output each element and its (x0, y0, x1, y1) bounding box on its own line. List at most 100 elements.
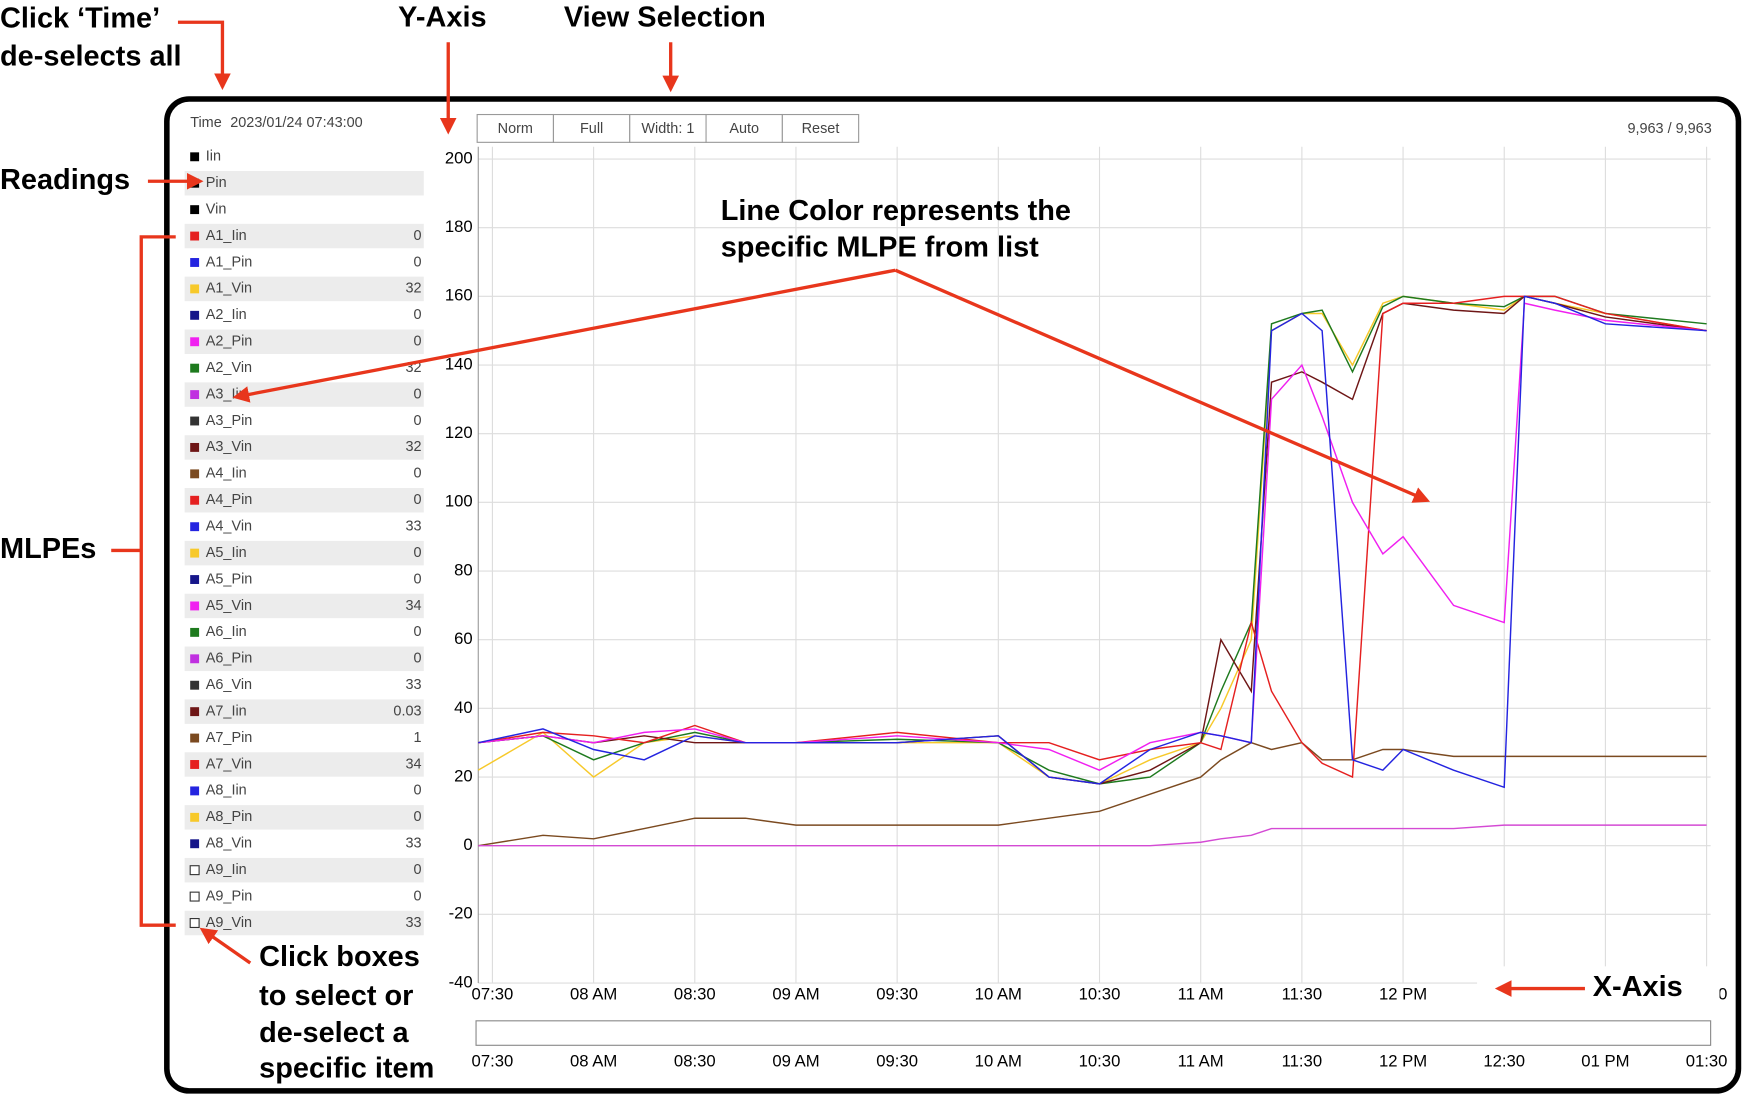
checkbox[interactable] (190, 522, 200, 532)
checkbox[interactable] (190, 760, 200, 769)
checkbox[interactable] (190, 442, 200, 452)
checkbox[interactable] (190, 337, 200, 347)
checkbox[interactable] (190, 152, 200, 162)
item-name[interactable]: A5_Iin (206, 545, 247, 561)
overview-tick-label: 10 AM (975, 1051, 1022, 1070)
item-name[interactable]: A5_Vin (206, 598, 252, 614)
item-value: 0.03 (393, 703, 421, 719)
item-name[interactable]: A1_Pin (206, 254, 253, 270)
y-tick-label: 160 (445, 286, 473, 305)
row-shade (184, 170, 424, 196)
annotation: Click ‘Time’ (0, 3, 160, 35)
item-name[interactable]: A8_Vin (206, 836, 252, 852)
row-shade (184, 382, 424, 407)
item-name[interactable]: A1_Vin (206, 281, 252, 297)
checkbox[interactable] (190, 601, 200, 611)
checkbox[interactable] (190, 786, 200, 796)
toolbar-button-label[interactable]: Auto (729, 121, 759, 137)
item-name[interactable]: A2_Vin (206, 360, 252, 376)
row-shade (184, 910, 424, 936)
checkbox[interactable] (190, 654, 200, 664)
item-name[interactable]: Iin (206, 149, 221, 165)
item-name[interactable]: A7_Iin (206, 703, 247, 719)
item-name[interactable]: A9_Pin (206, 888, 253, 904)
item-name[interactable]: A4_Vin (206, 519, 252, 535)
checkbox[interactable] (190, 231, 200, 241)
toolbar-button-label[interactable]: Width: 1 (641, 121, 694, 137)
item-name[interactable]: A8_Iin (206, 783, 247, 799)
y-tick-label: 60 (454, 629, 473, 648)
item-name[interactable]: A1_Iin (206, 228, 247, 244)
item-name[interactable]: A6_Pin (206, 651, 253, 667)
item-value: 0 (414, 783, 422, 799)
overview-tick-label: 11:30 (1282, 1051, 1322, 1070)
checkbox[interactable] (190, 680, 200, 690)
item-name[interactable]: A4_Pin (206, 492, 253, 508)
y-tick-label: 180 (445, 217, 473, 236)
item-name[interactable]: A2_Pin (206, 334, 253, 350)
checkbox[interactable] (190, 495, 200, 505)
checkbox[interactable] (190, 416, 200, 426)
plot-area (478, 146, 1711, 984)
checkbox[interactable] (190, 839, 200, 849)
checkbox[interactable] (190, 363, 200, 373)
checkbox[interactable] (190, 627, 200, 637)
overview-tick-label: 10:30 (1079, 1051, 1121, 1070)
checkbox[interactable] (189, 918, 200, 929)
toolbar-button[interactable] (705, 113, 783, 143)
checkbox[interactable] (190, 733, 200, 743)
checkbox[interactable] (189, 891, 200, 902)
item-value: 0 (414, 888, 422, 904)
toolbar-button[interactable] (781, 113, 860, 143)
item-name[interactable]: A4_Iin (206, 466, 247, 482)
y-tick-label: 0 (463, 835, 472, 854)
checkbox[interactable] (190, 390, 200, 400)
item-name[interactable]: Pin (206, 175, 227, 191)
toolbar-button[interactable] (476, 113, 555, 143)
checkbox[interactable] (189, 865, 200, 876)
checkbox[interactable] (190, 707, 200, 717)
toolbar-button[interactable] (629, 113, 707, 143)
checkbox[interactable] (190, 310, 200, 320)
x-tick-label: 12 PM (1379, 985, 1427, 1004)
y-tick-label: 100 (445, 492, 473, 511)
item-name[interactable]: A7_Pin (206, 730, 253, 746)
row-shade (184, 593, 424, 619)
item-name[interactable]: A6_Iin (206, 624, 247, 640)
row-shade (184, 699, 424, 724)
item-name[interactable]: A7_Vin (206, 756, 252, 772)
checkbox[interactable] (190, 284, 200, 294)
arrow (894, 268, 1431, 503)
item-name[interactable]: A5_Pin (206, 571, 253, 587)
checkbox[interactable] (190, 548, 200, 558)
item-name[interactable]: A3_Pin (206, 413, 253, 429)
item-name[interactable]: A2_Iin (206, 307, 247, 323)
line-chart: -40 -20 0 20 40 60 80 100 120 140 160 180 200 07:30 08… (445, 146, 1727, 1004)
row-shade (184, 857, 424, 883)
item-name[interactable]: A3_Vin (206, 439, 252, 455)
checkbox[interactable] (190, 469, 200, 479)
checkbox[interactable] (190, 205, 200, 215)
checkbox[interactable] (190, 575, 200, 584)
overview-bar[interactable] (475, 1020, 1712, 1046)
overview-tick-label: 09 AM (772, 1051, 819, 1070)
annotation: Click boxes (259, 941, 420, 973)
row-shade (184, 329, 424, 354)
toolbar-button-label[interactable]: Norm (498, 121, 533, 137)
checkbox[interactable] (190, 258, 200, 267)
annotation: de-select a (259, 1017, 409, 1049)
item-name[interactable]: Vin (206, 201, 227, 217)
item-name[interactable]: A8_Pin (206, 809, 253, 825)
time-label[interactable]: Time (190, 115, 222, 131)
row-shade (184, 805, 424, 830)
item-name[interactable]: A6_Vin (206, 677, 252, 693)
item-value: 0 (414, 307, 422, 323)
toolbar-button-label[interactable]: Reset (802, 121, 840, 137)
toolbar-button-label[interactable]: Full (580, 121, 603, 137)
y-tick-label: 200 (445, 148, 473, 167)
item-name[interactable]: A9_Iin (206, 862, 247, 878)
y-tick-label: 120 (445, 423, 473, 442)
item-name[interactable]: A9_Vin (206, 915, 252, 931)
checkbox[interactable] (190, 812, 200, 822)
y-tick-label: 40 (454, 698, 473, 717)
